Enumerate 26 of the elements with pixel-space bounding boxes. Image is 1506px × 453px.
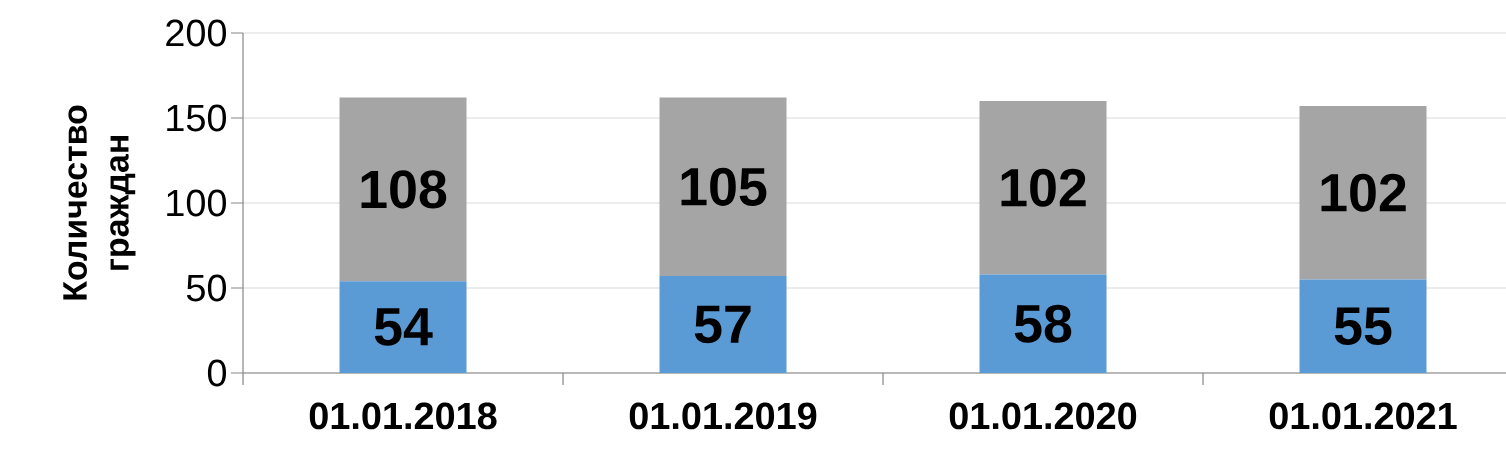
x-tick-label: 01.01.2021 [1269,402,1457,430]
bar [339,281,467,373]
bar [1299,279,1427,373]
data-label: 102 [1001,168,1086,207]
bar [1299,106,1427,280]
y-tick-label: 150 [167,104,227,132]
data-label: 55 [1334,307,1392,346]
data-label: 105 [681,167,767,206]
x-tick-label: 01.01.2019 [629,402,817,430]
bar [659,276,787,373]
y-tick-label: 200 [166,19,227,47]
x-tick-label: 01.01.2020 [949,402,1137,430]
bar [659,97,787,277]
y-tick-label: 100 [167,189,227,217]
x-tick-label: 01.01.2018 [309,402,497,430]
data-label: 108 [361,170,447,209]
y-tick-label: 0 [207,359,227,387]
data-label: 58 [1014,304,1072,343]
data-label: 102 [1321,173,1406,212]
y-tick-label: 50 [186,274,227,302]
data-label: 54 [374,308,433,346]
bar [339,97,467,282]
data-label: 57 [694,305,751,344]
bar [979,274,1107,373]
bar [979,100,1107,275]
y-axis-title: Количество граждан [63,105,136,300]
